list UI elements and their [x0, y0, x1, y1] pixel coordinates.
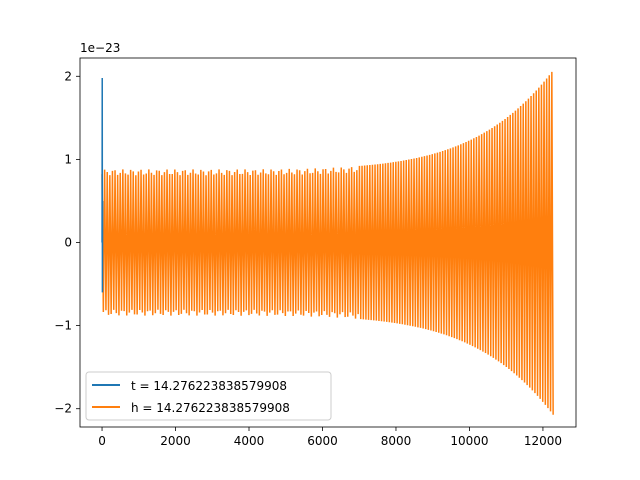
series-line-t [101, 77, 104, 293]
y-tick-label: −2 [54, 402, 72, 416]
y-tick-label: 1 [64, 152, 72, 166]
x-tick-label: 8000 [381, 434, 412, 448]
x-tick-label: 10000 [450, 434, 488, 448]
y-tick-label: 2 [64, 69, 72, 83]
series-line-h [101, 71, 554, 415]
x-tick-label: 12000 [524, 434, 562, 448]
legend-label-series-1: h = 14.276223838579908 [131, 401, 290, 415]
x-tick-label: 6000 [307, 434, 338, 448]
x-tick-label: 2000 [160, 434, 191, 448]
y-offset-text: 1e−23 [80, 41, 120, 55]
legend-label-series-0: t = 14.276223838579908 [131, 379, 287, 393]
axes: 0 2000 4000 6000 8000 10000 12000 −2 −1 0 1 2 [54, 57, 577, 448]
y-tick-label: −1 [54, 319, 72, 333]
legend: t = 14.276223838579908 h = 14.2762238385… [85, 371, 332, 421]
legend-frame [85, 371, 332, 421]
plot-area [101, 71, 554, 415]
x-tick-label: 4000 [234, 434, 265, 448]
y-tick-label: 0 [64, 236, 72, 250]
x-tick-label: 0 [98, 434, 106, 448]
